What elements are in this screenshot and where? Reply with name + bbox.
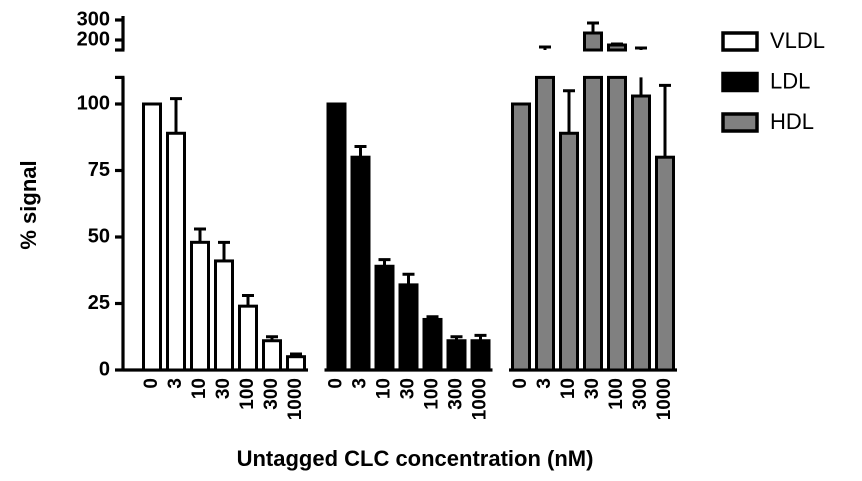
- bar: [511, 102, 531, 372]
- error-bar: [218, 240, 230, 261]
- x-tick-label: 30: [398, 378, 419, 399]
- bar: [286, 355, 306, 372]
- y-tick-label: 200: [77, 28, 110, 50]
- error-bar: [266, 335, 278, 341]
- x-tick-label: 1000: [470, 378, 491, 420]
- y-axis-label: % signal: [16, 160, 41, 249]
- x-tick-label: 0: [510, 378, 531, 389]
- error-bar: [635, 46, 647, 97]
- x-tick-label: 300: [630, 378, 651, 410]
- x-tick-label: 300: [446, 378, 467, 410]
- error-bar: [659, 83, 671, 158]
- x-tick-label: 10: [189, 378, 210, 399]
- bar: [422, 317, 443, 372]
- bar: [631, 94, 651, 372]
- x-tick-label: 30: [213, 378, 234, 399]
- x-tick-label: 1000: [654, 378, 675, 420]
- bar: [166, 131, 186, 372]
- error-bar: [426, 315, 439, 320]
- x-tick-label: 30: [582, 378, 603, 399]
- bar: [607, 43, 627, 52]
- bar: [350, 155, 371, 372]
- error-bar: [290, 352, 302, 357]
- y-tick-label: 75: [88, 159, 110, 181]
- bar: [262, 339, 282, 372]
- bar: [398, 283, 419, 372]
- y-tick-label: 50: [88, 225, 110, 247]
- error-bar: [402, 272, 415, 285]
- error-bar: [170, 97, 182, 134]
- legend-label: LDL: [770, 68, 810, 93]
- bar: [374, 264, 395, 372]
- x-tick-label: 0: [326, 378, 347, 389]
- x-tick-label: 1000: [285, 378, 306, 420]
- bar: [142, 102, 162, 372]
- bar: [214, 259, 234, 372]
- error-bar: [474, 333, 487, 341]
- x-tick-label: 3: [165, 378, 186, 389]
- x-tick-label: 100: [237, 378, 258, 410]
- legend-swatch: [721, 112, 759, 133]
- y-tick-label: 0: [99, 358, 110, 380]
- x-tick-label: 100: [606, 378, 627, 410]
- bar: [655, 155, 675, 372]
- legend-swatch: [721, 71, 759, 93]
- bar: [583, 31, 603, 52]
- x-tick-label: 300: [261, 378, 282, 410]
- bar: [446, 339, 467, 372]
- error-bar: [539, 45, 551, 50]
- x-tick-label: 3: [350, 378, 371, 389]
- bar: [326, 102, 347, 372]
- x-tick-label: 0: [141, 378, 162, 389]
- error-bar: [563, 89, 575, 134]
- error-bar: [194, 227, 206, 243]
- bar: [238, 304, 258, 372]
- x-tick-label: 3: [534, 378, 555, 389]
- legend-label: HDL: [770, 109, 814, 134]
- y-tick-label: 100: [77, 92, 110, 114]
- x-axis-label: Untagged CLC concentration (nM): [237, 446, 594, 471]
- error-bar: [242, 294, 254, 307]
- error-bar: [450, 335, 463, 341]
- bar: [535, 75, 555, 372]
- error-bar: [378, 258, 391, 267]
- y-tick-label: 25: [88, 292, 110, 314]
- legend-label: VLDL: [770, 28, 825, 53]
- error-bar: [611, 42, 623, 46]
- bar: [470, 339, 491, 372]
- x-tick-label: 100: [422, 378, 443, 410]
- bar: [607, 75, 627, 372]
- y-tick-label: 300: [77, 8, 110, 30]
- error-bar: [354, 145, 367, 158]
- legend-swatch: [721, 31, 759, 52]
- bar: [583, 75, 603, 372]
- x-tick-label: 10: [374, 378, 395, 399]
- x-tick-label: 10: [558, 378, 579, 399]
- bar: [190, 240, 210, 372]
- bar: [559, 131, 579, 372]
- error-bar: [587, 21, 599, 33]
